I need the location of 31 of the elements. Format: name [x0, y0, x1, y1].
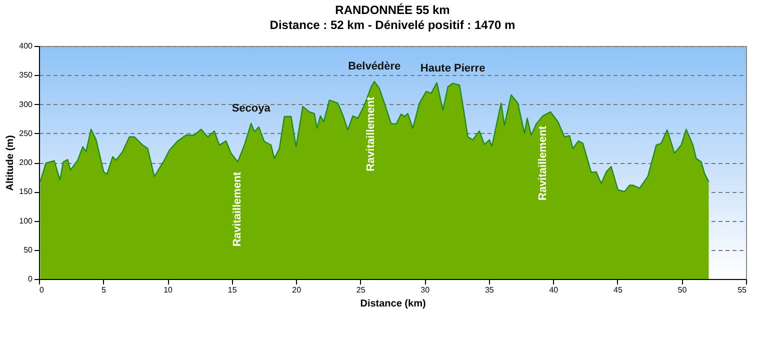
y-tick-label: 200	[19, 158, 34, 167]
chart-title: RANDONNÉE 55 km	[335, 3, 450, 17]
x-tick-label: 20	[292, 286, 302, 294]
annotation: Belvédère	[348, 60, 401, 73]
y-tick-label: 300	[19, 100, 34, 109]
x-tick-label: 45	[614, 286, 623, 294]
x-tick-label: 55	[738, 286, 748, 294]
chart-subtitle: Distance : 52 km - Dénivelé positif : 1470 m	[270, 18, 516, 32]
annotation: Haute Pierre	[420, 62, 486, 74]
y-axis-title: Altitude (m)	[5, 135, 16, 191]
x-tick-label: 15	[228, 286, 238, 294]
y-tick-label: 400	[19, 42, 34, 50]
annotation: Ravitaillement	[536, 126, 549, 200]
y-tick-label: 0	[28, 274, 34, 284]
x-tick-label: 35	[484, 286, 494, 294]
y-tick-label: 350	[19, 70, 34, 80]
annotation: Ravitaillement	[365, 96, 378, 172]
x-tick-label: 30	[420, 286, 430, 294]
x-axis-title: Distance (km)	[360, 298, 426, 310]
annotation: Secoya	[232, 102, 272, 114]
x-tick-label: 50	[678, 286, 688, 294]
x-tick-label: 0	[40, 286, 44, 294]
y-tick-label: 100	[19, 216, 34, 226]
annotation: Ravitaillement	[232, 172, 244, 247]
y-tick-label: 50	[24, 245, 34, 254]
x-tick-label: 25	[356, 286, 366, 294]
x-tick-label: 40	[549, 286, 559, 294]
x-tick-label: 10	[164, 286, 174, 294]
x-tick-label: 5	[102, 286, 107, 294]
y-tick-label: 250	[19, 128, 34, 138]
y-tick-label: 150	[19, 187, 34, 196]
